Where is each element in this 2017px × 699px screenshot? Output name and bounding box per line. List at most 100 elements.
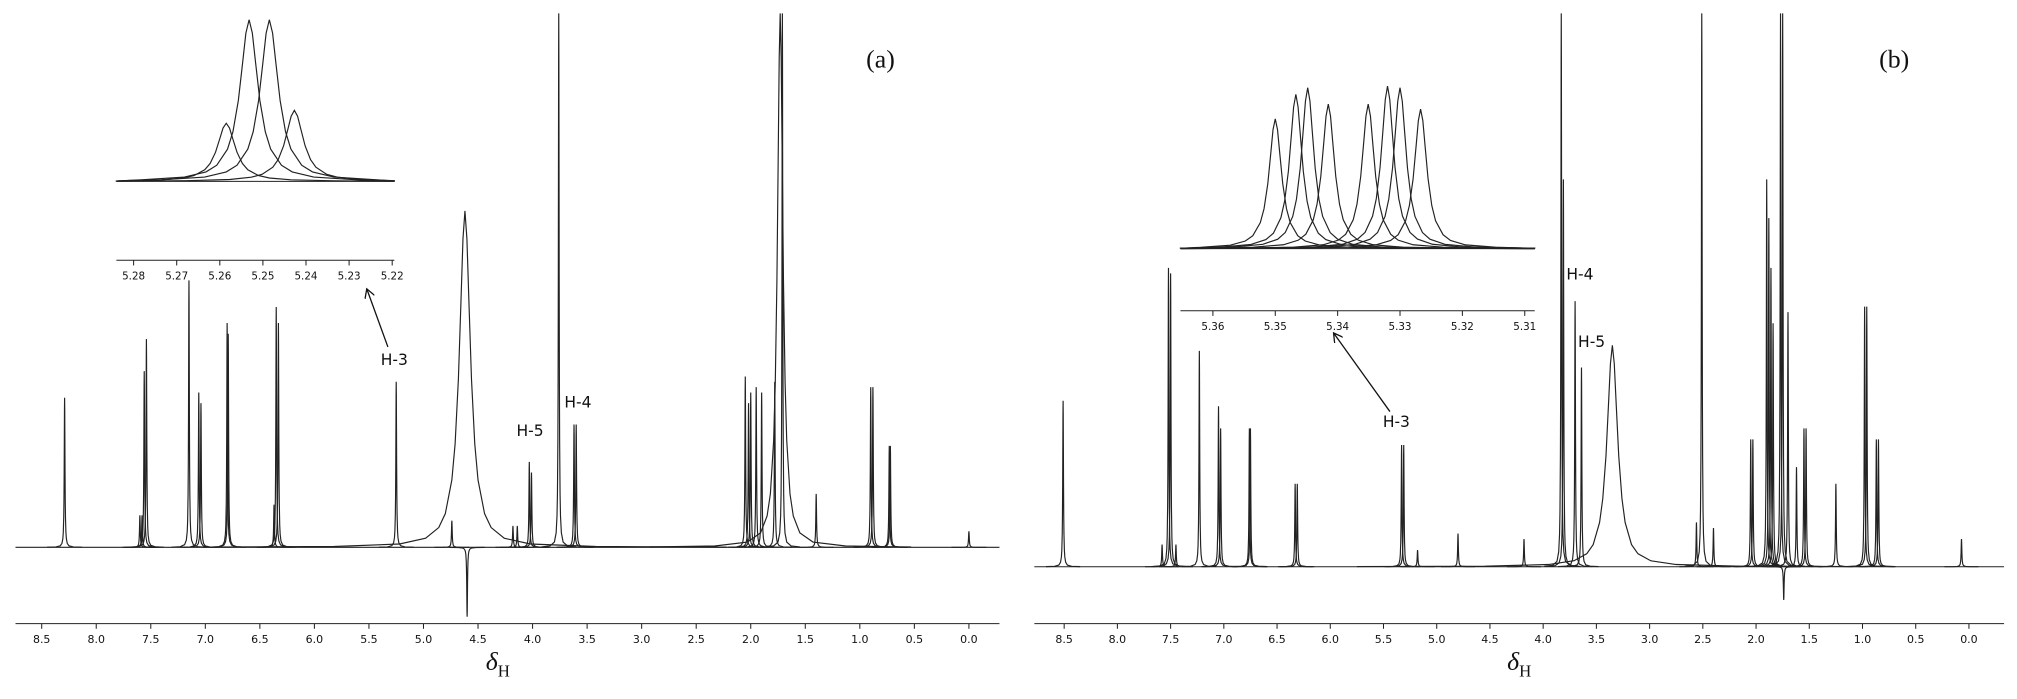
- x-tick-label: 3.5: [578, 633, 595, 646]
- peak: [1849, 306, 1884, 568]
- peak: [1201, 406, 1236, 568]
- peak: [1684, 13, 1719, 567]
- peak: [1766, 566, 1801, 600]
- x-tick-label: 5.5: [360, 633, 377, 646]
- peak: [1180, 87, 1536, 250]
- x-tick-label: 3.0: [1641, 633, 1658, 646]
- annotation: H-4: [1566, 266, 1593, 284]
- panel-label: (b): [1879, 45, 1909, 74]
- peak: [47, 397, 83, 548]
- peak: [171, 280, 207, 548]
- peak: [126, 371, 162, 548]
- peak: [1861, 439, 1896, 568]
- peak: [738, 387, 774, 548]
- x-tick-label: 5.22: [381, 271, 404, 283]
- peak: [1180, 108, 1536, 250]
- peak: [258, 307, 294, 548]
- peak: [871, 445, 907, 548]
- x-tick-label: 5.34: [1326, 321, 1349, 333]
- peak: [1233, 428, 1268, 568]
- x-axis-label: δH: [486, 647, 510, 680]
- peak: [1751, 218, 1786, 568]
- x-tick-label: 5.23: [338, 271, 361, 283]
- x-tick-label: 5.0: [415, 633, 432, 646]
- peak: [1179, 118, 1535, 250]
- peak: [1046, 400, 1081, 568]
- peak: [1944, 539, 1979, 568]
- x-tick-label: 0.0: [1960, 633, 1977, 646]
- x-tick-label: 2.0: [742, 633, 759, 646]
- x-tick-label: 4.5: [469, 633, 486, 646]
- x-tick-label: 4.0: [524, 633, 541, 646]
- x-axis-subscript: H: [1519, 662, 1531, 681]
- x-tick-label: 6.5: [251, 633, 268, 646]
- peak: [378, 381, 414, 548]
- peak: [951, 531, 987, 548]
- peak: [1756, 323, 1791, 568]
- peak: [1153, 273, 1188, 568]
- x-tick-label: 5.26: [208, 271, 231, 283]
- peak: [744, 392, 780, 548]
- peak: [183, 403, 219, 548]
- x-tick-label: 5.33: [1389, 321, 1412, 333]
- x-tick-label: 7.5: [142, 633, 159, 646]
- peak: [1786, 428, 1822, 568]
- annotation: H-4: [564, 394, 591, 412]
- peak: [1558, 301, 1593, 568]
- peak: [1180, 85, 1536, 250]
- peak: [1733, 439, 1768, 568]
- peak: [115, 109, 395, 182]
- annotation: H-3: [1383, 413, 1410, 431]
- x-tick-label: 2.5: [1694, 633, 1711, 646]
- peak: [1203, 428, 1238, 568]
- peak: [122, 515, 158, 548]
- peak: [556, 424, 592, 548]
- x-tick-label: 8.5: [33, 633, 50, 646]
- annotation: H-5: [517, 422, 544, 440]
- peak: [558, 424, 594, 548]
- x-tick-label: 4.5: [1481, 633, 1498, 646]
- x-axis-label: δH: [1507, 647, 1531, 680]
- annotation-arrow: [367, 290, 389, 348]
- peak: [1386, 444, 1421, 568]
- peak: [115, 122, 395, 182]
- peak: [1847, 306, 1882, 568]
- x-tick-label: 5.35: [1264, 321, 1287, 333]
- peak: [855, 387, 891, 548]
- peak: [514, 472, 549, 548]
- peak: [798, 493, 834, 548]
- x-tick-label: 3.5: [1588, 633, 1605, 646]
- x-tick-label: 5.5: [1375, 633, 1392, 646]
- x-tick-label: 5.27: [165, 271, 188, 283]
- peak: [210, 333, 246, 548]
- x-tick-label: 5.0: [1428, 633, 1445, 646]
- peak: [872, 445, 908, 548]
- peak: [128, 339, 164, 548]
- x-axis-symbol: δ: [1507, 647, 1520, 676]
- x-tick-label: 5.25: [251, 271, 274, 283]
- peak: [1779, 467, 1814, 568]
- peak: [1679, 522, 1714, 568]
- peak: [649, 13, 912, 548]
- x-tick-label: 8.5: [1055, 633, 1072, 646]
- peak: [209, 323, 245, 548]
- peak: [1180, 104, 1535, 250]
- peak: [115, 19, 395, 182]
- x-tick-label: 5.24: [294, 271, 317, 283]
- x-tick-label: 0.5: [1907, 633, 1924, 646]
- x-axis-symbol: δ: [486, 647, 499, 676]
- x-tick-label: 5.28: [122, 271, 145, 283]
- peak: [1735, 439, 1770, 568]
- annotation-arrow: [1334, 334, 1391, 412]
- x-tick-label: 3.0: [633, 633, 650, 646]
- x-tick-label: 4.0: [1534, 633, 1551, 646]
- peak: [1765, 13, 1800, 567]
- x-tick-label: 1.5: [797, 633, 814, 646]
- x-tick-label: 5.32: [1451, 321, 1474, 333]
- x-tick-label: 6.5: [1268, 633, 1285, 646]
- peak: [511, 461, 547, 548]
- peak: [1232, 428, 1267, 568]
- peak: [1440, 533, 1476, 568]
- peak: [1158, 544, 1193, 568]
